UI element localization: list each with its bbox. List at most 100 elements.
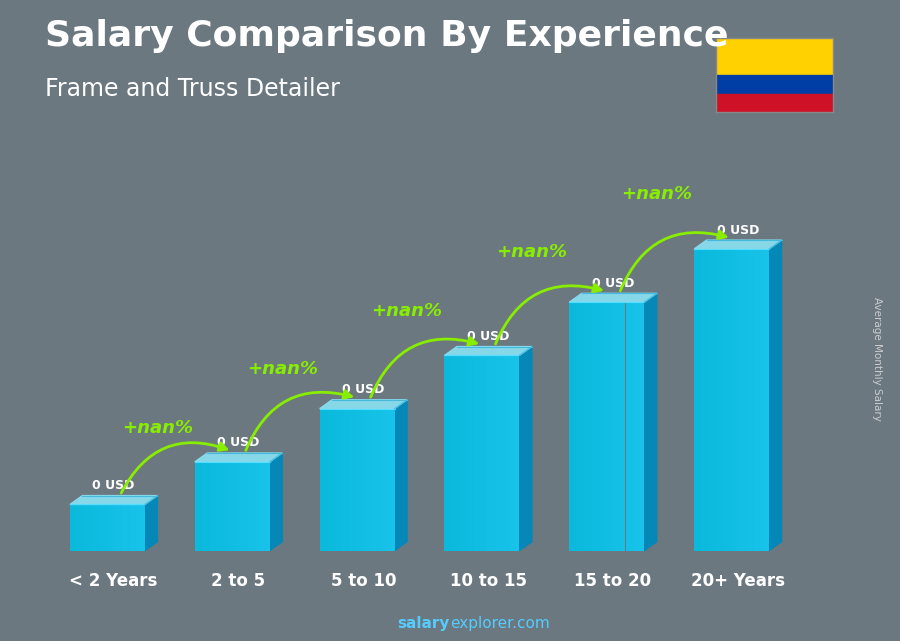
- Bar: [354, 409, 356, 551]
- Bar: [474, 355, 476, 551]
- Bar: [615, 302, 616, 551]
- Bar: [72, 504, 74, 551]
- Bar: [327, 409, 329, 551]
- Bar: [241, 462, 244, 551]
- Bar: [251, 462, 253, 551]
- Bar: [206, 462, 208, 551]
- Bar: [482, 355, 484, 551]
- Bar: [94, 504, 96, 551]
- Bar: [340, 409, 342, 551]
- Bar: [579, 302, 580, 551]
- Bar: [457, 355, 460, 551]
- Bar: [599, 302, 601, 551]
- Bar: [380, 409, 382, 551]
- Bar: [601, 302, 603, 551]
- Bar: [629, 302, 631, 551]
- Bar: [122, 504, 124, 551]
- Bar: [445, 355, 446, 551]
- Bar: [592, 302, 594, 551]
- Bar: [749, 249, 751, 551]
- Bar: [590, 302, 592, 551]
- Polygon shape: [270, 453, 283, 551]
- Bar: [102, 504, 104, 551]
- Bar: [518, 355, 519, 551]
- Bar: [767, 249, 770, 551]
- Bar: [389, 409, 391, 551]
- Bar: [225, 462, 227, 551]
- Bar: [605, 302, 607, 551]
- Bar: [504, 355, 507, 551]
- Bar: [491, 355, 493, 551]
- Bar: [392, 409, 394, 551]
- Bar: [488, 355, 490, 551]
- Polygon shape: [70, 495, 158, 504]
- Bar: [573, 302, 575, 551]
- Bar: [627, 302, 629, 551]
- Bar: [720, 249, 722, 551]
- Bar: [262, 462, 264, 551]
- Text: 5 to 10: 5 to 10: [330, 572, 396, 590]
- Bar: [138, 504, 140, 551]
- Bar: [133, 504, 136, 551]
- Bar: [752, 249, 754, 551]
- Bar: [722, 249, 725, 551]
- Bar: [320, 409, 321, 551]
- Polygon shape: [145, 495, 158, 551]
- Bar: [264, 462, 266, 551]
- Bar: [217, 462, 219, 551]
- Bar: [372, 409, 374, 551]
- Bar: [352, 409, 354, 551]
- Bar: [357, 409, 359, 551]
- Bar: [460, 355, 462, 551]
- Bar: [126, 504, 128, 551]
- Bar: [467, 355, 469, 551]
- Text: 2 to 5: 2 to 5: [212, 572, 266, 590]
- Bar: [707, 249, 709, 551]
- Bar: [342, 409, 344, 551]
- Text: salary: salary: [398, 617, 450, 631]
- Text: Frame and Truss Detailer: Frame and Truss Detailer: [45, 77, 340, 101]
- Bar: [608, 302, 610, 551]
- Polygon shape: [770, 240, 781, 551]
- Bar: [349, 409, 352, 551]
- Bar: [382, 409, 383, 551]
- Bar: [124, 504, 126, 551]
- Bar: [732, 249, 733, 551]
- Polygon shape: [320, 400, 407, 409]
- Bar: [633, 302, 634, 551]
- Bar: [626, 302, 627, 551]
- Bar: [370, 409, 372, 551]
- Bar: [741, 249, 742, 551]
- Bar: [117, 504, 119, 551]
- Bar: [706, 249, 707, 551]
- Bar: [204, 462, 206, 551]
- Text: 0 USD: 0 USD: [592, 277, 634, 290]
- Bar: [480, 355, 482, 551]
- Bar: [236, 462, 238, 551]
- Bar: [452, 355, 454, 551]
- Bar: [588, 302, 590, 551]
- Bar: [107, 504, 109, 551]
- Bar: [758, 249, 760, 551]
- Bar: [594, 302, 596, 551]
- Bar: [239, 462, 241, 551]
- Bar: [747, 249, 749, 551]
- Bar: [639, 302, 641, 551]
- Bar: [113, 504, 115, 551]
- Bar: [266, 462, 268, 551]
- Bar: [335, 409, 337, 551]
- Bar: [624, 302, 625, 551]
- Bar: [484, 355, 486, 551]
- Bar: [321, 409, 323, 551]
- Bar: [194, 462, 197, 551]
- Bar: [495, 355, 497, 551]
- Bar: [493, 355, 495, 551]
- Bar: [486, 355, 488, 551]
- Bar: [582, 302, 584, 551]
- Bar: [620, 302, 622, 551]
- Bar: [478, 355, 480, 551]
- Bar: [104, 504, 105, 551]
- Bar: [586, 302, 588, 551]
- Bar: [202, 462, 204, 551]
- Bar: [112, 504, 113, 551]
